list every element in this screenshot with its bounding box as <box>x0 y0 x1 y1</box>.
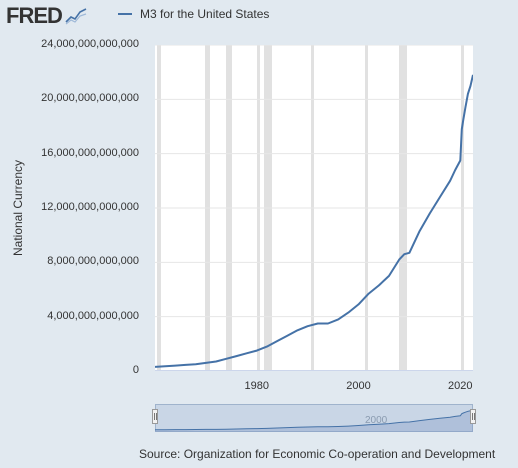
y-tick-label: 0 <box>132 364 139 376</box>
y-tick-label: 24,000,000,000,000 <box>41 38 139 50</box>
navigator-right-handle[interactable] <box>470 409 476 424</box>
y-tick-label: 8,000,000,000,000 <box>47 255 139 268</box>
navigator-left-handle[interactable] <box>152 409 158 424</box>
x-tick-label: 1980 <box>244 380 269 392</box>
y-tick-label: 20,000,000,000,000 <box>41 92 139 105</box>
navigator-line <box>155 409 473 431</box>
plot-svg <box>155 45 473 371</box>
navigator-year-label: 2000 <box>365 415 388 426</box>
x-tick-label: 2020 <box>448 380 473 392</box>
y-tick-label: 4,000,000,000,000 <box>47 309 139 322</box>
fred-header: FRED <box>6 3 87 28</box>
source-note: Source: Organization for Economic Co-ope… <box>139 447 496 461</box>
x-tick-label: 2000 <box>346 380 371 392</box>
legend-series-label: M3 for the United States <box>140 7 270 21</box>
fred-graph-icon <box>65 8 87 25</box>
y-axis-label: National Currency <box>11 159 25 257</box>
navigator-area <box>155 410 473 432</box>
plot-area <box>155 45 473 371</box>
series-line-m3[interactable] <box>155 74 473 368</box>
y-tick-label: 16,000,000,000,000 <box>41 146 139 159</box>
y-tick-label: 12,000,000,000,000 <box>41 201 139 213</box>
legend-swatch <box>118 13 132 15</box>
range-navigator[interactable]: 2000 <box>152 404 476 432</box>
navigator-series <box>155 409 473 432</box>
fred-logo[interactable]: FRED <box>6 3 63 28</box>
chart-legend: M3 for the United States <box>118 7 269 21</box>
